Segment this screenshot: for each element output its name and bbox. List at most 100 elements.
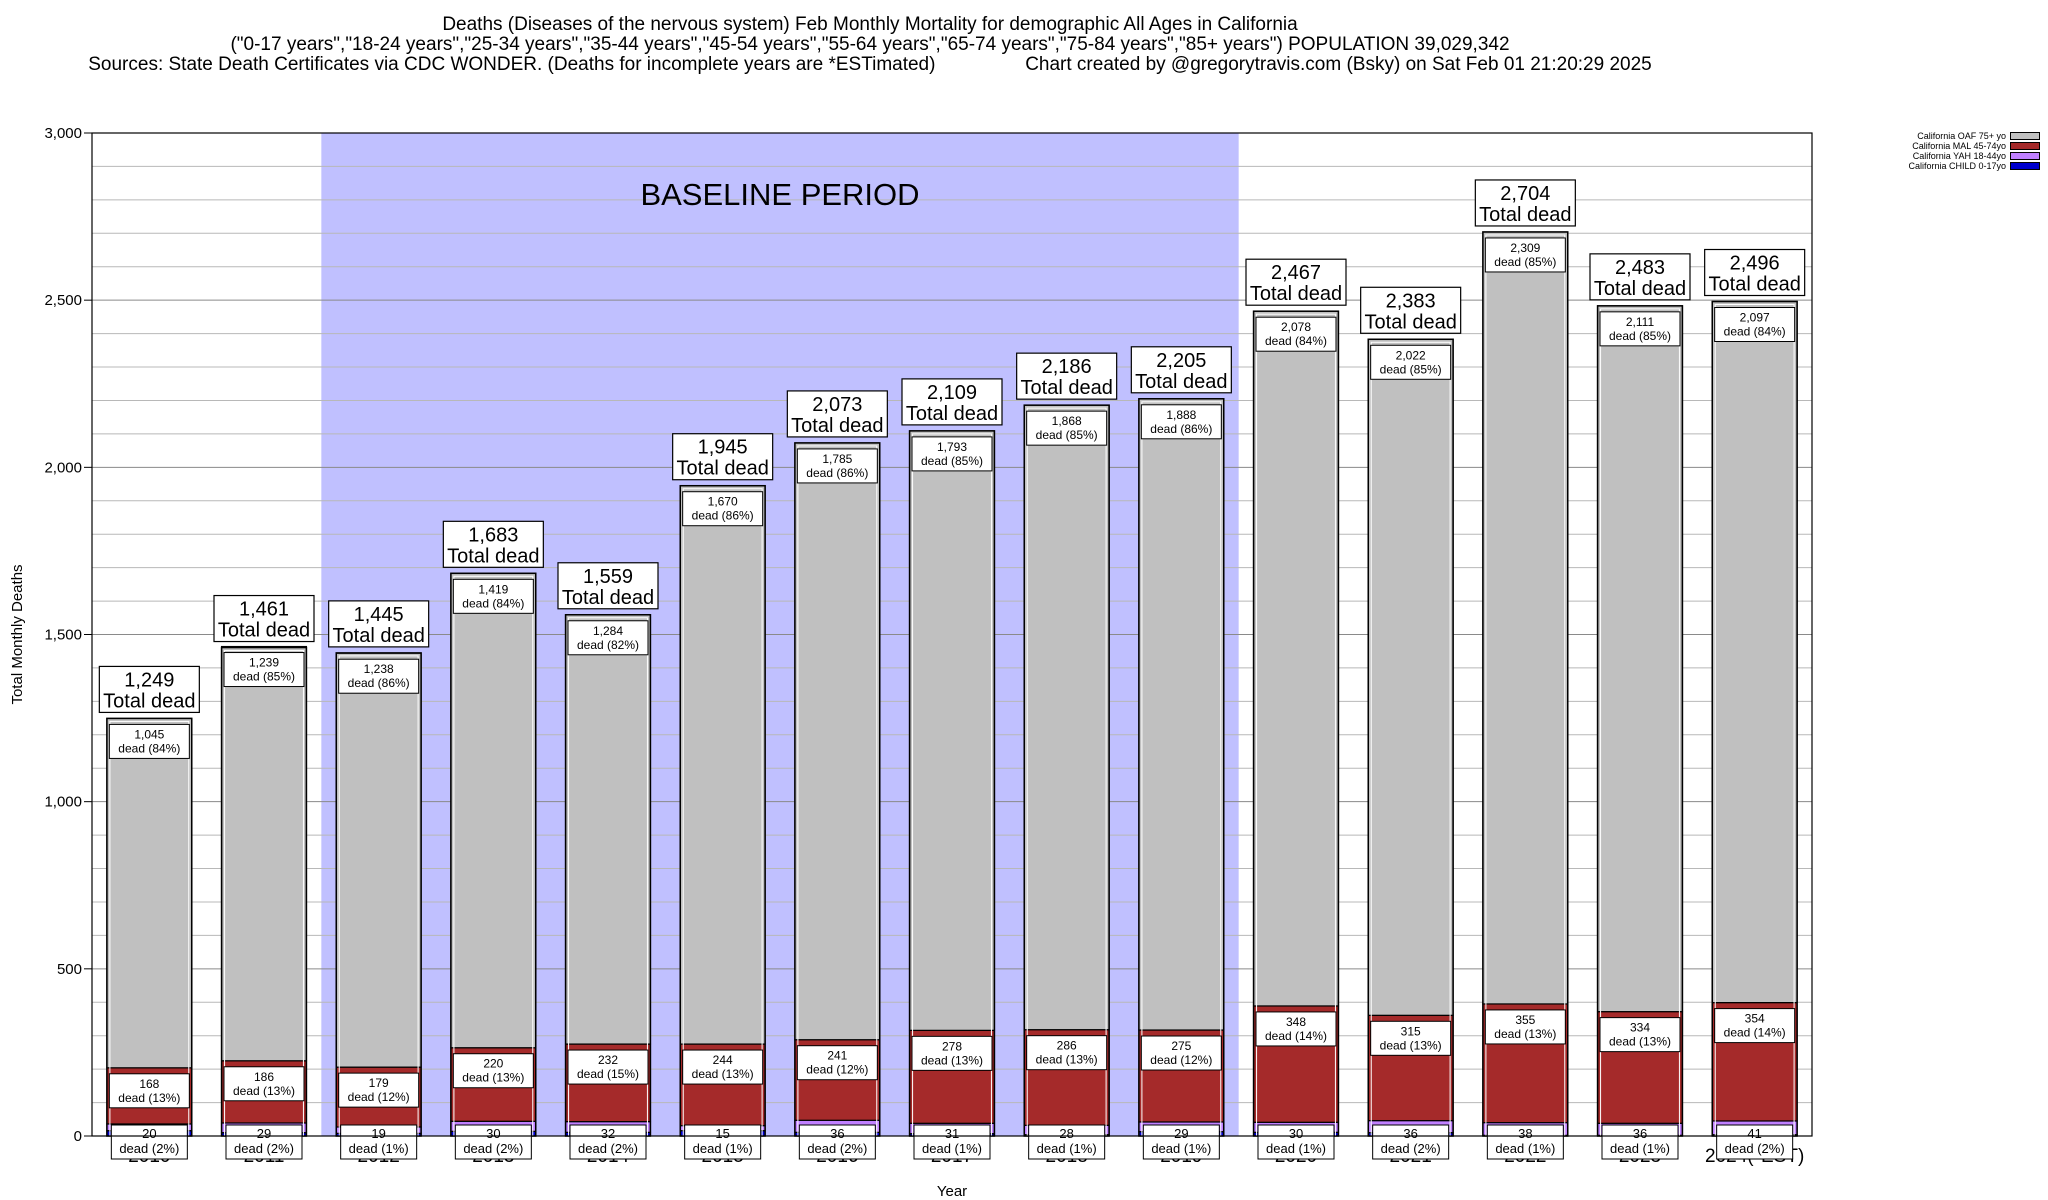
segment-label-box <box>340 1124 418 1160</box>
segment-value-label: 36 <box>830 1126 844 1141</box>
segment-label-box <box>913 1124 991 1160</box>
segment-pct-label: dead (13%) <box>1380 1038 1442 1052</box>
chart-title: Deaths (Diseases of the nervous system) … <box>442 14 1298 35</box>
segment-value-label: 220 <box>483 1057 503 1071</box>
y-tick-label: 2,500 <box>44 292 82 309</box>
segment-pct-label: dead (1%) <box>1151 1141 1211 1156</box>
segment-pct-label: dead (2%) <box>1725 1141 1785 1156</box>
segment-label-box <box>684 1124 762 1160</box>
segment-pct-label: dead (2%) <box>119 1141 179 1156</box>
total-label-box <box>1704 248 1806 297</box>
total-caption-label: Total dead <box>1709 274 1801 296</box>
total-value-label: 1,249 <box>124 669 174 691</box>
segment-pct-label: dead (84%) <box>1265 334 1327 348</box>
segment-value-label: 30 <box>486 1126 500 1141</box>
bar-segment <box>1482 231 1569 1005</box>
plot-border <box>91 132 1813 1137</box>
segment-value-label: 354 <box>1745 1012 1765 1026</box>
bar-segment <box>106 717 193 1069</box>
bar-segment <box>1252 310 1340 1007</box>
segment-label-box <box>1026 1035 1108 1071</box>
segment-label-box <box>567 620 649 656</box>
total-label-box <box>98 665 200 714</box>
segment-label-box <box>223 652 305 688</box>
bar-segment <box>908 430 996 1031</box>
y-tick-label: 1,500 <box>44 627 82 644</box>
segment-pct-label: dead (84%) <box>1724 325 1786 339</box>
legend-swatch <box>2010 132 2040 140</box>
legend-item: California CHILD 0-17yo <box>1850 161 2040 171</box>
y-tick-label: 3,000 <box>44 125 82 142</box>
segment-value-label: 1,239 <box>249 656 279 670</box>
segment-pct-label: dead (2%) <box>1381 1141 1441 1156</box>
total-caption-label: Total dead <box>1365 311 1457 333</box>
total-value-label: 2,186 <box>1042 356 1092 378</box>
segment-label-box <box>338 1072 420 1108</box>
segment-label-box <box>1372 1124 1450 1160</box>
total-label-box <box>557 562 659 610</box>
total-caption-label: Total dead <box>562 587 654 609</box>
segment-value-label: 29 <box>1174 1126 1188 1141</box>
segment-value-label: 334 <box>1630 1021 1650 1035</box>
segment-pct-label: dead (85%) <box>1380 362 1442 376</box>
segment-pct-label: dead (13%) <box>1609 1035 1671 1049</box>
segment-pct-label: dead (13%) <box>921 1053 983 1067</box>
total-caption-label: Total dead <box>1594 278 1686 300</box>
segment-label-box <box>1486 1124 1564 1160</box>
segment-label-box <box>569 1124 647 1160</box>
segment-value-label: 275 <box>1171 1039 1191 1053</box>
y-tick-label: 2,000 <box>44 459 82 476</box>
total-value-label: 1,945 <box>698 437 748 459</box>
baseline-period-label: BASELINE PERIOD <box>640 177 919 212</box>
segment-value-label: 1,670 <box>708 495 738 509</box>
segment-value-label: 241 <box>827 1049 847 1063</box>
segment-label-box <box>223 1066 305 1102</box>
segment-value-label: 2,078 <box>1281 320 1311 334</box>
total-value-label: 2,205 <box>1156 350 1206 372</box>
segment-pct-label: dead (12%) <box>348 1090 410 1104</box>
y-axis-title: Total Monthly Deaths <box>9 564 26 704</box>
segment-label-box <box>1484 237 1566 273</box>
segment-label-box <box>1140 1035 1222 1071</box>
x-axis-title: Year <box>937 1183 967 1200</box>
legend-item: California MAL 45-74yo <box>1850 141 2040 151</box>
segment-value-label: 355 <box>1515 1013 1535 1027</box>
segment-value-label: 2,111 <box>1626 315 1655 329</box>
segment-value-label: 1,045 <box>134 727 164 741</box>
total-label-box <box>442 520 544 568</box>
bar-segment <box>450 572 537 1049</box>
segment-value-label: 315 <box>1401 1024 1421 1038</box>
segment-pct-label: dead (2%) <box>234 1141 294 1156</box>
segment-pct-label: dead (1%) <box>922 1141 982 1156</box>
total-caption-label: Total dead <box>1135 371 1227 393</box>
segment-pct-label: dead (1%) <box>1495 1141 1555 1156</box>
legend-item: California YAH 18-44yo <box>1850 151 2040 161</box>
segment-pct-label: dead (86%) <box>692 509 754 523</box>
bar-segment <box>1367 338 1454 1016</box>
total-caption-label: Total dead <box>103 690 195 712</box>
segment-pct-label: dead (1%) <box>349 1141 409 1156</box>
segment-label-box <box>452 578 534 614</box>
legend-label: California OAF 75+ yo <box>1917 131 2006 141</box>
segment-label-box <box>454 1124 532 1160</box>
segment-label-box <box>1140 404 1222 440</box>
segment-value-label: 286 <box>1057 1039 1077 1053</box>
segment-label-box <box>567 1049 649 1085</box>
total-value-label: 2,073 <box>812 394 862 416</box>
bar-segment <box>1596 305 1684 1013</box>
segment-value-label: 1,868 <box>1052 414 1082 428</box>
total-label-box <box>1589 253 1691 301</box>
legend-label: California YAH 18-44yo <box>1912 151 2006 161</box>
legend-item: California OAF 75+ yo <box>1850 131 2040 141</box>
segment-pct-label: dead (86%) <box>348 676 410 690</box>
total-value-label: 2,383 <box>1386 290 1436 312</box>
segment-label-box <box>225 1124 303 1160</box>
segment-label-box <box>1255 316 1337 352</box>
total-value-label: 2,496 <box>1730 253 1780 275</box>
segment-label-box <box>452 1053 534 1089</box>
segment-label-box <box>110 1124 188 1160</box>
segment-value-label: 36 <box>1403 1126 1417 1141</box>
total-value-label: 1,683 <box>468 524 518 546</box>
segment-pct-label: dead (12%) <box>806 1063 868 1077</box>
